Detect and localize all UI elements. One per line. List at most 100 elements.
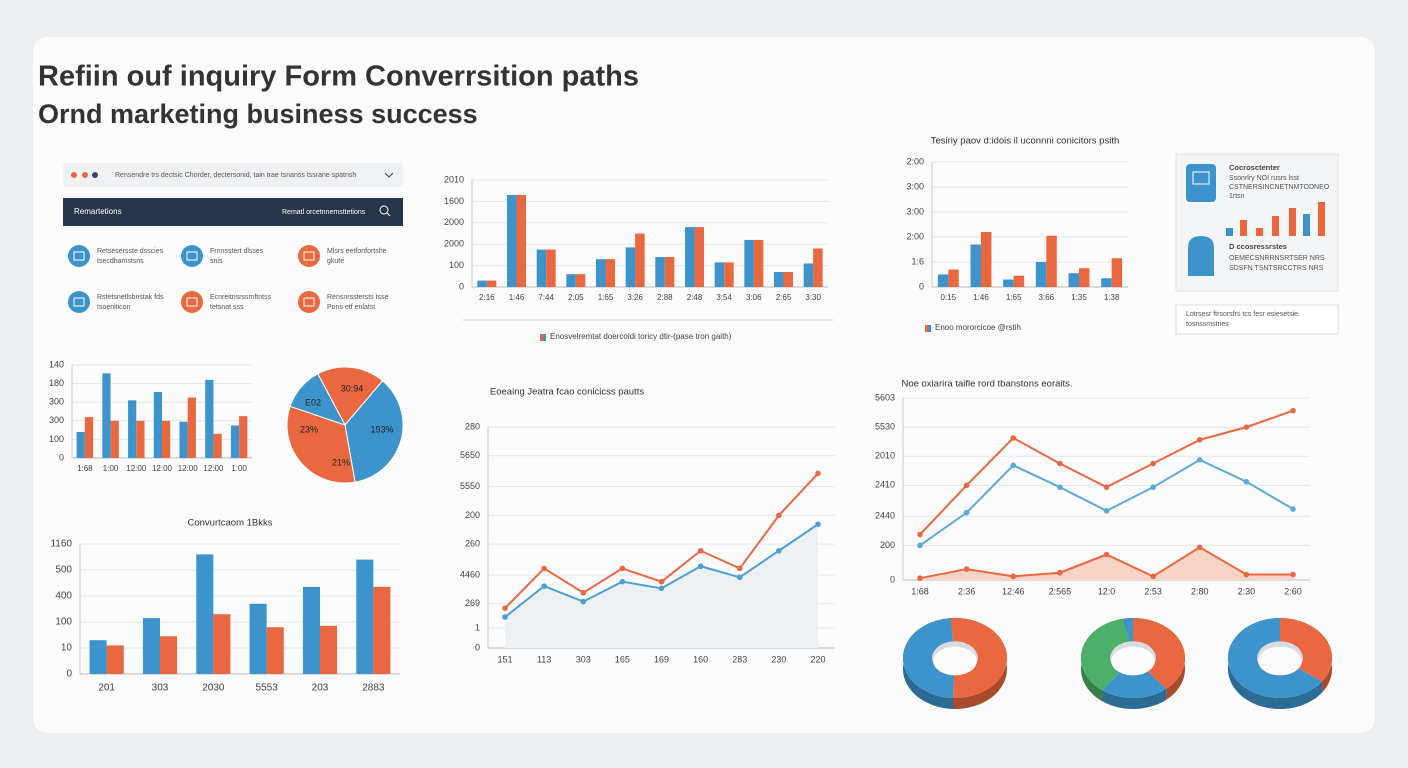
point [541,583,547,589]
nav-bar [63,198,403,226]
y-tick-label: 5603 [875,392,895,402]
y-tick-label: 400 [55,591,72,602]
x-tick-label: 203 [312,683,329,694]
doc-icon [1186,164,1216,202]
x-tick-label: 1:46 [973,293,989,302]
x-tick-label: 2:60 [1284,586,1302,596]
point [1057,484,1063,490]
point [1290,571,1296,578]
bar [196,554,214,674]
card-line: 1rtsn [1229,193,1245,200]
point [776,512,782,519]
bar [724,262,734,287]
item-text: Rensnrsstersts tsse [327,294,389,301]
point [1196,544,1203,551]
search-icon [386,212,391,217]
y-tick-label: 300 [49,397,64,407]
y-tick-label: 269 [465,598,480,608]
bar [356,559,374,674]
point [963,482,970,489]
bar [1003,279,1014,287]
card-line: SDSFN TSNTSRCCTRS NRS [1229,265,1324,272]
y-tick-label: 200 [465,510,480,520]
item-icon-glyph [73,251,85,261]
chevron[interactable] [384,172,394,178]
bar [813,248,823,287]
bar [187,397,196,458]
bar [803,263,814,287]
bar [774,272,784,287]
item-icon [298,245,320,267]
point [580,598,587,605]
bar [110,420,119,458]
donut-slice [950,617,1008,699]
note-line: tosnssmstnes [1186,321,1229,328]
y-tick-label: 2:00 [906,231,924,241]
mini-bar [1272,216,1279,236]
item-icon-glyph [186,251,198,261]
x-tick-label: 12:46 [1002,586,1025,596]
item-text: Pons etf enlatst [327,304,375,311]
point [776,547,782,554]
donut-slice [1133,618,1185,689]
donut-hole [1111,646,1155,676]
bar [596,259,606,287]
y-tick-label: 0 [475,642,480,652]
x-tick-label: 283 [732,654,747,664]
y-tick-label: 260 [465,539,480,549]
search-icon[interactable] [379,205,389,215]
point [1103,508,1110,514]
bar [373,586,391,674]
dot [82,172,88,178]
bar [685,227,695,287]
bar [160,636,178,674]
point [658,578,665,585]
bar [536,249,547,287]
pie-slice [289,373,347,426]
bar [249,603,267,674]
page-title: Refiin ouf inquiry Form Converrsition pa… [38,61,639,93]
donut-slice [1081,618,1133,691]
bar [625,247,636,287]
y-tick-label: 2000 [444,217,464,227]
bar [162,420,171,458]
item-icon [181,245,203,267]
point [619,578,626,585]
x-tick-label: 1:65 [598,293,614,302]
item-text: gkute [327,258,344,265]
bar [1079,268,1090,287]
card-title: Cocrosctenter [1229,163,1280,172]
legend-swatch [925,325,928,332]
bar [566,274,576,287]
x-tick-label: 7:44 [538,293,554,302]
x-tick-label: 2:65 [776,293,792,302]
x-tick-label: 151 [497,654,512,664]
donut-slice [1280,618,1333,682]
y-tick-label: 5650 [460,450,480,460]
bar [1013,275,1025,287]
bag-icon [1188,236,1214,276]
bar [744,239,754,287]
y-tick-label: 2000 [444,239,464,249]
x-tick-label: 5553 [256,683,279,694]
item-text: Frnnsstert dlsses [210,248,264,255]
y-tick-label: 4460 [460,569,480,579]
dot [92,172,98,178]
x-tick-label: 3:06 [746,293,762,302]
y-tick-label: 140 [49,359,64,369]
x-tick-label: 2:53 [1144,586,1162,596]
nav-search-text[interactable]: Rematl orcetnnemsttetions [282,209,366,216]
point [1243,571,1250,578]
item-text: snis [210,258,223,265]
point [1103,551,1110,558]
legend-swatch [928,325,931,332]
x-tick-label: 12:0 [1098,586,1116,596]
bar [948,269,959,287]
x-tick-label: 169 [654,654,669,664]
x-tick-label: 113 [537,654,551,664]
bar [213,433,222,458]
y-tick-label: 180 [49,378,64,388]
item-icon [68,245,90,267]
note-line: Lotrsesr ftrsorsfrs tcs fesr esiesetsie [1186,311,1298,318]
point [1057,569,1063,576]
